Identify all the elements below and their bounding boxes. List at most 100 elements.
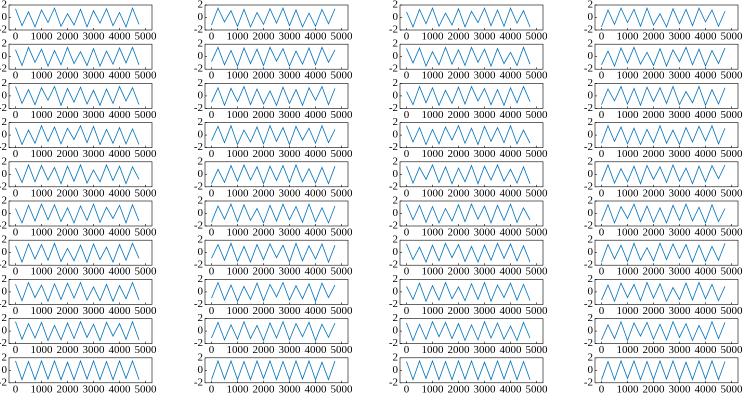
x-tick-label: 2000 (253, 383, 276, 395)
x-tick-label: 2000 (643, 70, 666, 82)
x-tick-label: 4000 (305, 227, 328, 239)
x-tick-label: 3000 (669, 31, 692, 43)
x-tick-label: 3000 (83, 148, 106, 160)
y-tick-label: 2 (393, 38, 399, 50)
y-tick-label: -2 (389, 376, 398, 388)
x-tick-label: 1000 (227, 227, 250, 239)
x-tick-label: 1000 (227, 344, 250, 356)
x-tick-label: 4000 (500, 109, 523, 121)
x-tick-label: 5000 (331, 266, 354, 278)
x-tick-label: 5000 (331, 305, 354, 317)
x-tick-label: 3000 (279, 70, 302, 82)
plot-area (205, 240, 348, 266)
y-tick-label: 0 (2, 129, 8, 141)
x-tick-label: 3000 (669, 266, 692, 278)
series-line (211, 281, 336, 303)
y-tick-label: 0 (393, 207, 399, 219)
y-tick-label: 2 (198, 77, 204, 89)
y-tick-label: -2 (389, 180, 398, 192)
series-group (211, 163, 336, 185)
x-tick-label: 1000 (422, 70, 445, 82)
series-line (211, 124, 336, 146)
x-tick-label: 1000 (422, 344, 445, 356)
y-tick-label: 0 (198, 325, 204, 337)
x-tick-label: 5000 (135, 266, 158, 278)
y-tick-label: 0 (2, 11, 8, 23)
x-tick-label: 1000 (617, 383, 640, 395)
x-tick-label: 1000 (422, 187, 445, 199)
series-line (406, 7, 531, 28)
series-group (211, 124, 336, 146)
x-tick-label: 4000 (695, 70, 718, 82)
x-tick-label: 0 (404, 70, 410, 82)
x-tick-label: 4000 (109, 31, 132, 43)
x-tick-label: 3000 (474, 344, 497, 356)
x-tick-label: 3000 (474, 70, 497, 82)
x-tick-label: 1000 (227, 70, 250, 82)
x-tick-label: 1000 (617, 31, 640, 43)
y-tick-label: 2 (2, 116, 8, 128)
y-tick-label: -2 (194, 298, 203, 310)
x-tick-label: 3000 (83, 305, 106, 317)
y-tick-label: -2 (0, 259, 7, 271)
x-tick-label: 0 (13, 187, 19, 199)
series-line (211, 7, 336, 28)
x-tick-label: 1000 (617, 266, 640, 278)
x-tick-label: 3000 (669, 227, 692, 239)
y-tick-label: -2 (584, 337, 593, 349)
x-tick-label: 5000 (331, 383, 354, 395)
y-tick-label: 2 (393, 273, 399, 285)
x-tick-label: 2000 (643, 148, 666, 160)
y-tick-label: -2 (389, 337, 398, 349)
x-tick-label: 4000 (109, 187, 132, 199)
x-tick-label: 2000 (448, 31, 471, 43)
y-tick-label: -2 (194, 220, 203, 232)
y-tick-label: 0 (2, 364, 8, 376)
series-line (406, 124, 531, 146)
series-group (15, 203, 140, 225)
y-tick-label: 0 (588, 11, 594, 23)
x-tick-label: 4000 (305, 70, 328, 82)
x-tick-label: 0 (404, 227, 410, 239)
x-tick-label: 4000 (305, 266, 328, 278)
x-tick-label: 1000 (31, 383, 54, 395)
x-tick-label: 1000 (227, 266, 250, 278)
series-group (211, 281, 336, 303)
x-tick-label: 4000 (695, 148, 718, 160)
y-tick-label: 2 (198, 195, 204, 207)
y-tick-label: 2 (2, 38, 8, 50)
x-tick-label: 5000 (721, 70, 744, 82)
x-tick-label: 5000 (526, 305, 549, 317)
x-tick-label: 4000 (305, 148, 328, 160)
series-group (211, 85, 336, 107)
x-tick-label: 4000 (109, 305, 132, 317)
x-tick-label: 5000 (721, 109, 744, 121)
series-group (601, 124, 726, 146)
x-tick-label: 1000 (422, 305, 445, 317)
y-tick-label: -2 (0, 63, 7, 75)
y-tick-label: 0 (198, 50, 204, 62)
y-tick-label: -2 (584, 259, 593, 271)
x-tick-label: 0 (209, 227, 215, 239)
y-tick-label: 2 (393, 234, 399, 246)
series-line (211, 320, 336, 342)
x-tick-label: 1000 (31, 305, 54, 317)
y-tick-label: 2 (588, 0, 594, 11)
y-tick-label: -2 (194, 180, 203, 192)
x-tick-label: 0 (599, 109, 605, 121)
x-tick-label: 0 (599, 344, 605, 356)
x-tick-label: 5000 (721, 31, 744, 43)
x-tick-label: 0 (209, 148, 215, 160)
series-line (406, 281, 531, 303)
y-tick-label: 2 (588, 116, 594, 128)
